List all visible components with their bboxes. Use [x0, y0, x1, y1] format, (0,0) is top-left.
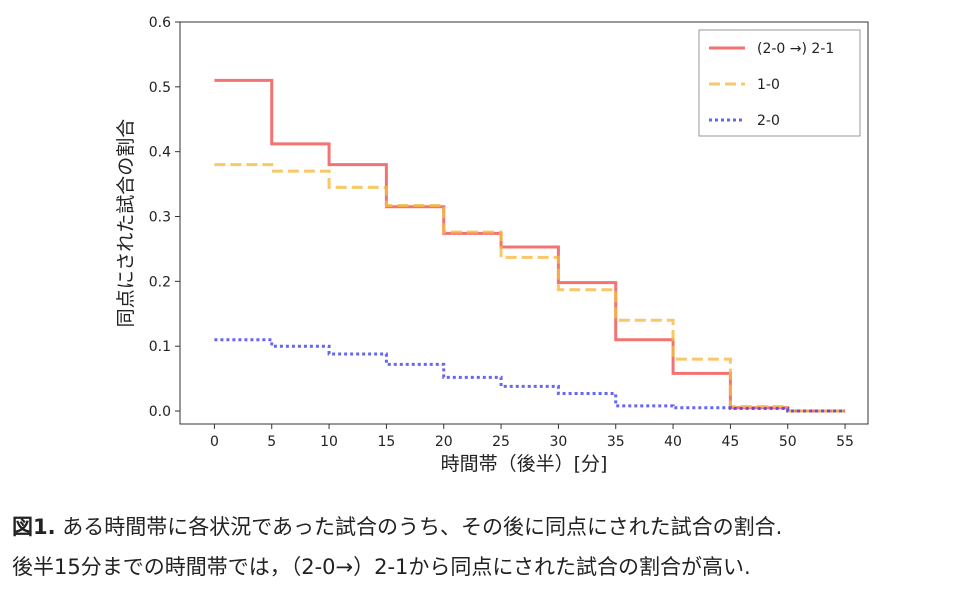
legend-label: 1-0 — [757, 77, 780, 93]
plot-frame — [179, 21, 869, 425]
x-tick-label: 50 — [779, 434, 797, 450]
y-tick-label: 0.1 — [149, 339, 171, 355]
legend: (2-0 →) 2-1 1-0 2-0 — [698, 29, 861, 137]
legend-label: 2-0 — [757, 113, 780, 129]
figure-label: 図1. — [12, 515, 56, 539]
series-line-2 — [214, 163, 846, 413]
x-tick-label: 15 — [377, 434, 395, 450]
x-axis-label: 時間帯（後半）[分] — [441, 453, 608, 475]
figure-caption: 図1. ある時間帯に各状況であった試合のうち、その後に同点にされた試合の割合. … — [12, 507, 976, 587]
x-tick-label: 30 — [549, 434, 567, 450]
x-tick-label: 20 — [435, 434, 453, 450]
legend-label: (2-0 →) 2-1 — [757, 41, 834, 57]
series-line-3 — [214, 338, 846, 413]
x-axis: 0 5 10 15 20 25 30 35 40 45 50 55 — [210, 424, 854, 450]
x-tick-label: 35 — [607, 434, 625, 450]
x-tick-label: 25 — [492, 434, 510, 450]
x-tick-label: 5 — [267, 434, 276, 450]
caption-line-2: 後半15分までの時間帯では，（2-0→）2-1から同点にされた試合の割合が高い. — [12, 555, 751, 579]
y-tick-label: 0.6 — [149, 15, 171, 31]
x-tick-label: 55 — [836, 434, 854, 450]
y-tick-label: 0.0 — [149, 404, 171, 420]
y-axis: 0.0 0.1 0.2 0.3 0.4 0.5 0.6 — [149, 15, 180, 420]
y-tick-label: 0.2 — [149, 274, 171, 290]
x-tick-label: 10 — [320, 434, 338, 450]
x-tick-label: 0 — [210, 434, 219, 450]
x-tick-label: 40 — [664, 434, 682, 450]
y-tick-label: 0.5 — [149, 80, 171, 96]
series-layer — [214, 78, 846, 413]
caption-text-1: ある時間帯に各状況であった試合のうち、その後に同点にされた試合の割合. — [55, 515, 783, 539]
x-tick-label: 45 — [721, 434, 739, 450]
step-chart: 0 5 10 15 20 25 30 35 40 45 50 55 0.00.10.20.30.40.… — [115, 15, 869, 475]
y-tick-label: 0.3 — [149, 210, 171, 226]
caption-line-1: 図1. ある時間帯に各状況であった試合のうち、その後に同点にされた試合の割合. — [12, 507, 976, 547]
y-axis-label: 同点にされた試合の割合 — [115, 119, 137, 328]
y-tick-label: 0.4 — [149, 145, 171, 161]
